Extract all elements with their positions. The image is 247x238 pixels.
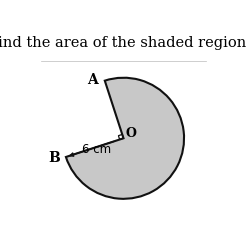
Text: 6 cm: 6 cm [82, 143, 111, 156]
Text: B: B [48, 151, 60, 165]
Text: A: A [87, 73, 98, 87]
Text: Find the area of the shaded regions.: Find the area of the shaded regions. [0, 36, 247, 50]
Text: O: O [125, 127, 136, 140]
Wedge shape [66, 78, 184, 199]
